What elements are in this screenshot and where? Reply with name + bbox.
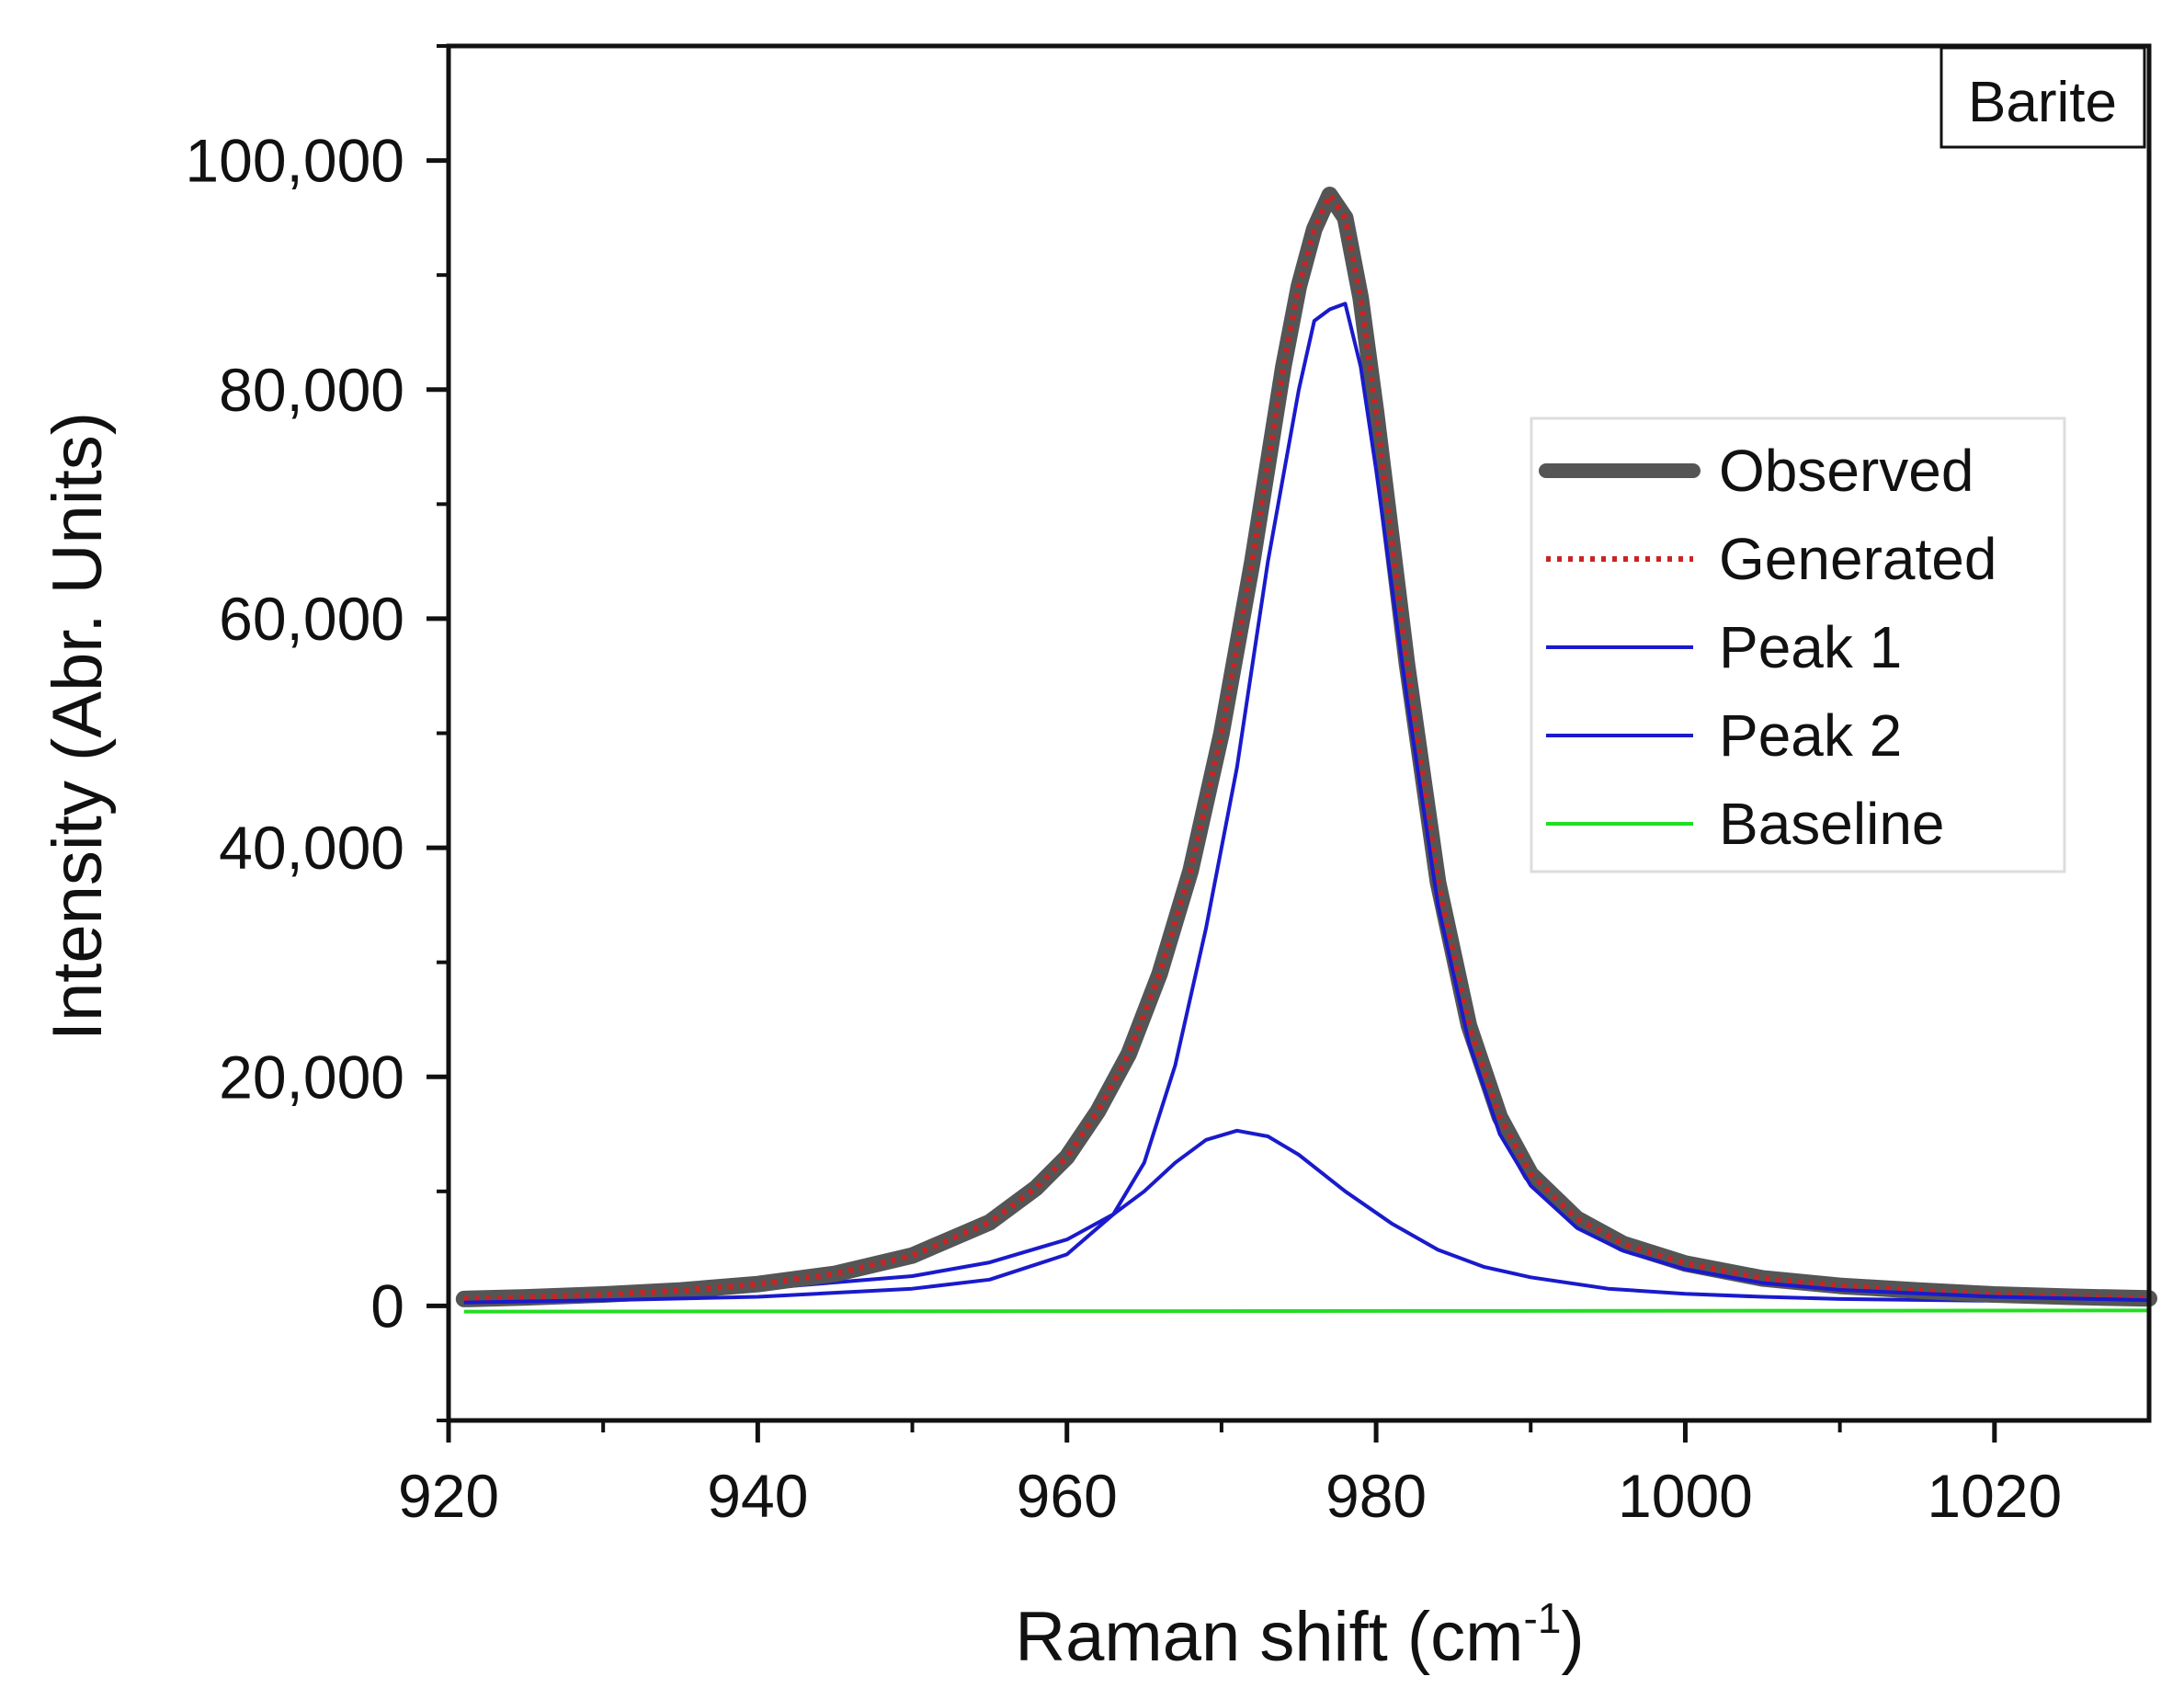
x-axis-title-main: Raman shift (cm: [1015, 1598, 1523, 1676]
series-line-peak-2: [463, 1128, 2150, 1305]
y-axis-title: Intensity (Abr. Units): [39, 412, 117, 1041]
sample-label-box: [1939, 46, 2146, 149]
legend-label: Observed: [1719, 438, 1974, 504]
x-tick-label: 920: [398, 1462, 499, 1530]
x-tick-label: 1020: [1927, 1462, 2062, 1530]
series-line-baseline: [463, 1308, 2150, 1314]
y-tick-label: 0: [370, 1272, 404, 1340]
legend-box: [1530, 416, 2066, 873]
legend-label: Baseline: [1719, 791, 1945, 857]
x-axis-title: Raman shift (cm-1): [1015, 1594, 1584, 1676]
axes-layer: 920 940 960 980 1000 1020 0 20,000 40,000 60,000 8…: [185, 44, 2062, 1530]
sample-label-text: Barite: [1968, 71, 2117, 134]
legend: Observed Generated Peak 1 Peak 2 Baseline: [1530, 416, 2066, 873]
y-tick-label: 20,000: [219, 1043, 404, 1111]
y-tick-label: 60,000: [219, 585, 404, 653]
y-tick-label: 80,000: [219, 356, 404, 424]
legend-label: Peak 2: [1719, 702, 1902, 769]
x-tick-label: 1000: [1618, 1462, 1753, 1530]
x-axis-title-close: ): [1561, 1598, 1584, 1676]
series-line-observed: [455, 187, 2157, 1307]
legend-label: Peak 1: [1719, 614, 1902, 680]
series-layer: [455, 187, 2157, 1314]
sample-label: Barite: [1939, 46, 2146, 149]
series-line-peak-1: [463, 302, 2150, 1305]
x-axis-title-sup: -1: [1524, 1594, 1562, 1642]
x-tick-label: 980: [1325, 1462, 1427, 1530]
x-tick-label: 940: [707, 1462, 808, 1530]
legend-label: Generated: [1719, 526, 1996, 592]
x-tick-label: 960: [1017, 1462, 1118, 1530]
y-tick-label: 40,000: [219, 814, 404, 882]
y-tick-label: 100,000: [185, 127, 404, 195]
